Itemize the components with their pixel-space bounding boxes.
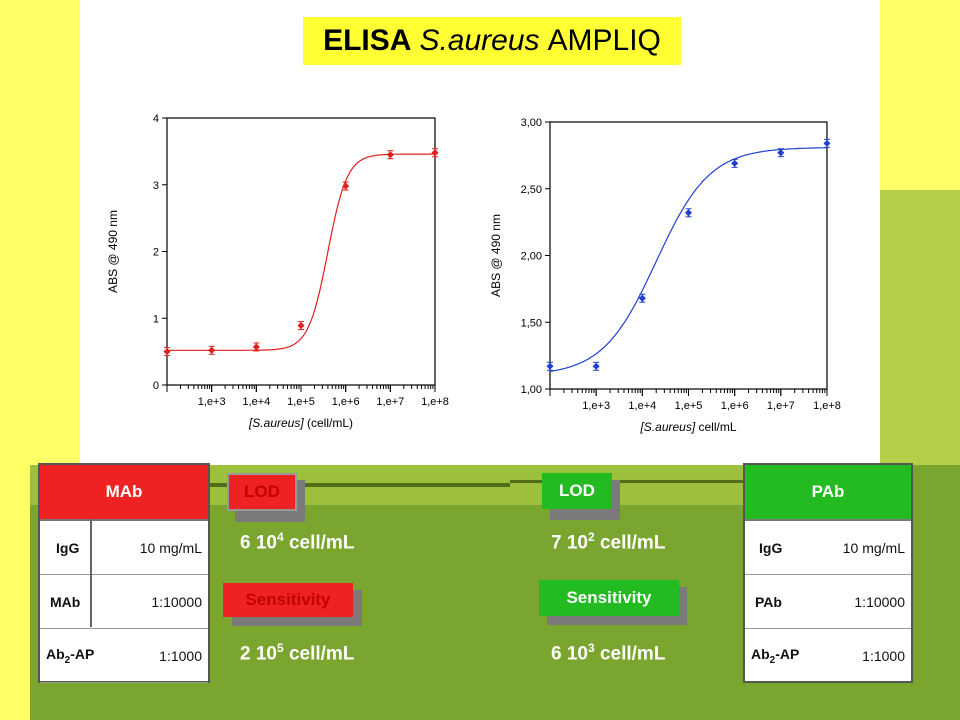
data-point [592,362,600,370]
divider-line [100,483,510,487]
x-tick-label: 1,e+8 [813,400,841,412]
data-point [208,346,216,354]
row-value: 1:1000 [862,648,905,664]
x-tick-label: 1,e+7 [767,400,795,412]
row-value: 1:10000 [854,593,905,610]
y-axis-label: ABS @ 490 nm [489,214,503,297]
background-band [880,0,960,190]
x-tick-label: 1,e+3 [582,400,610,412]
row-label: MAb [50,593,81,610]
plot-frame [549,121,828,390]
y-tick-label: 2,50 [521,184,542,196]
pab-chart: 1,00 1,50 2,00 2,50 3,00 1,e+3 1,e+4 1,e+5 1,e+6… [489,117,841,434]
row-value: 10 mg/mL [139,539,202,556]
left-sensitivity-value: 2 105 cell/mL [240,641,355,665]
x-tick-label: 1,e+4 [242,396,270,408]
data-point [342,182,350,190]
x-tick-label: 1,e+5 [287,396,315,408]
y-tick-label: 2,00 [521,251,542,263]
mab-chart: 0 1 2 3 4 1,e+3 1,e+4 1,e+5 1,e+6 1,e+7 1,e+8 [S.au… [106,113,449,430]
row-value: 1:10000 [151,593,202,610]
row-value: 1:1000 [159,647,202,664]
title-bold: ELISA [323,24,412,57]
y-tick-label: 1,50 [521,317,542,329]
x-tick-label: 1,e+6 [332,396,360,408]
x-tick-label: 1,e+4 [628,400,656,412]
x-axis-label: [S.aureus] (cell/mL) [248,416,353,430]
x-tick-label: 1,e+3 [198,396,226,408]
data-point [638,294,646,302]
pab-table: PAb IgG 10 mg/mL PAb 1:10000 Ab2-AP 1:10… [743,463,913,683]
pab-table-header: PAb [745,465,911,521]
table-row: IgG 10 mg/mL [745,521,911,575]
x-tick-label: 1,e+5 [675,400,703,412]
title-italic: S.aureus [419,24,540,57]
background-band [0,665,30,720]
x-tick-label: 1,e+8 [421,396,449,408]
chart-panel [80,0,880,465]
divider-line [510,480,800,483]
y-tick-label: 4 [153,113,159,125]
row-label: IgG [759,539,783,556]
left-lod-tag: LOD [227,473,297,511]
table-row: Ab2-AP 1:1000 [745,629,911,683]
table-row: MAb 1:10000 [40,575,208,629]
right-sensitivity-tag: Sensitivity [539,580,679,616]
data-point [252,343,260,351]
data-point [386,151,394,159]
fit-curve [167,153,435,351]
data-point [546,362,554,370]
row-label: IgG [56,539,80,556]
data-point [823,139,831,147]
table-row: IgG 10 mg/mL [40,521,208,575]
y-tick-label: 1,00 [521,384,542,396]
y-tick-label: 3,00 [521,117,542,129]
row-label: Ab2-AP [46,645,95,666]
x-tick-label: 1,e+6 [721,400,749,412]
data-point [431,149,439,157]
y-tick-label: 2 [153,247,159,259]
data-point [163,348,171,356]
y-tick-label: 0 [153,380,159,392]
mab-table: MAb IgG 10 mg/mL MAb 1:10000 Ab2-AP 1:10… [38,463,210,683]
x-axis-label: [S.aureus] cell/mL [639,420,736,434]
data-point [731,159,739,167]
title-rest: AMPLIQ [547,24,661,57]
left-sensitivity-tag: Sensitivity [223,583,353,617]
fit-curve [549,147,828,372]
y-tick-label: 3 [153,180,159,192]
y-tick-label: 1 [153,313,159,325]
data-point [684,209,693,217]
plot-frame [166,117,436,386]
mab-table-header: MAb [40,465,208,521]
row-label: PAb [755,593,782,610]
table-row: PAb 1:10000 [745,575,911,629]
right-lod-value: 7 102 cell/mL [551,530,666,554]
y-axis-label: ABS @ 490 nm [106,210,120,293]
left-lod-value: 6 104 cell/mL [240,530,355,554]
table-divider [90,519,92,627]
data-point [297,322,305,330]
table-row: Ab2-AP 1:1000 [40,629,208,683]
right-sensitivity-value: 6 103 cell/mL [551,641,666,665]
row-label: Ab2-AP [751,646,800,666]
row-value: 10 mg/mL [842,539,905,556]
right-lod-tag: LOD [542,473,612,509]
x-tick-label: 1,e+7 [376,396,404,408]
page-title: ELISA S.aureus AMPLIQ [303,17,681,65]
